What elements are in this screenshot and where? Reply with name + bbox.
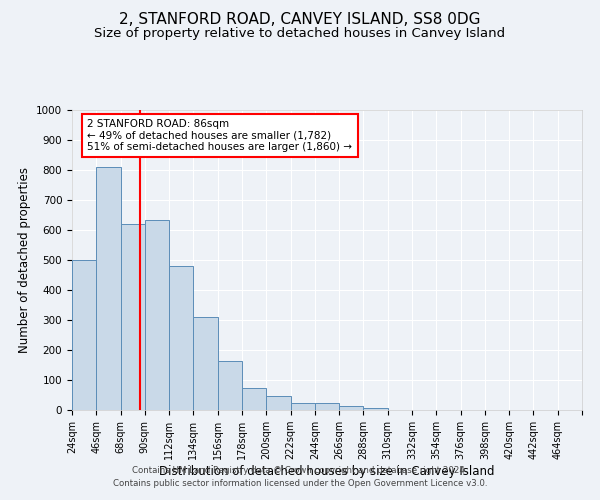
Bar (315, 404, 339, 410)
Bar (169, 266, 193, 410)
Bar (218, 361, 242, 410)
Bar (266, 396, 290, 410)
Text: 2, STANFORD ROAD, CANVEY ISLAND, SS8 0DG: 2, STANFORD ROAD, CANVEY ISLAND, SS8 0DG (119, 12, 481, 28)
Bar (290, 402, 315, 410)
Bar (242, 388, 266, 410)
Bar (364, 408, 388, 410)
Bar (96, 167, 121, 410)
Bar (145, 220, 169, 410)
Bar (121, 224, 145, 410)
X-axis label: Distribution of detached houses by size in Canvey Island: Distribution of detached houses by size … (159, 465, 495, 478)
Bar (72, 260, 96, 410)
Y-axis label: Number of detached properties: Number of detached properties (17, 167, 31, 353)
Text: Contains HM Land Registry data © Crown copyright and database right 2024.
Contai: Contains HM Land Registry data © Crown c… (113, 466, 487, 487)
Text: Size of property relative to detached houses in Canvey Island: Size of property relative to detached ho… (94, 28, 506, 40)
Bar (193, 317, 218, 410)
Bar (339, 406, 364, 410)
Text: 2 STANFORD ROAD: 86sqm
← 49% of detached houses are smaller (1,782)
51% of semi-: 2 STANFORD ROAD: 86sqm ← 49% of detached… (88, 119, 352, 152)
